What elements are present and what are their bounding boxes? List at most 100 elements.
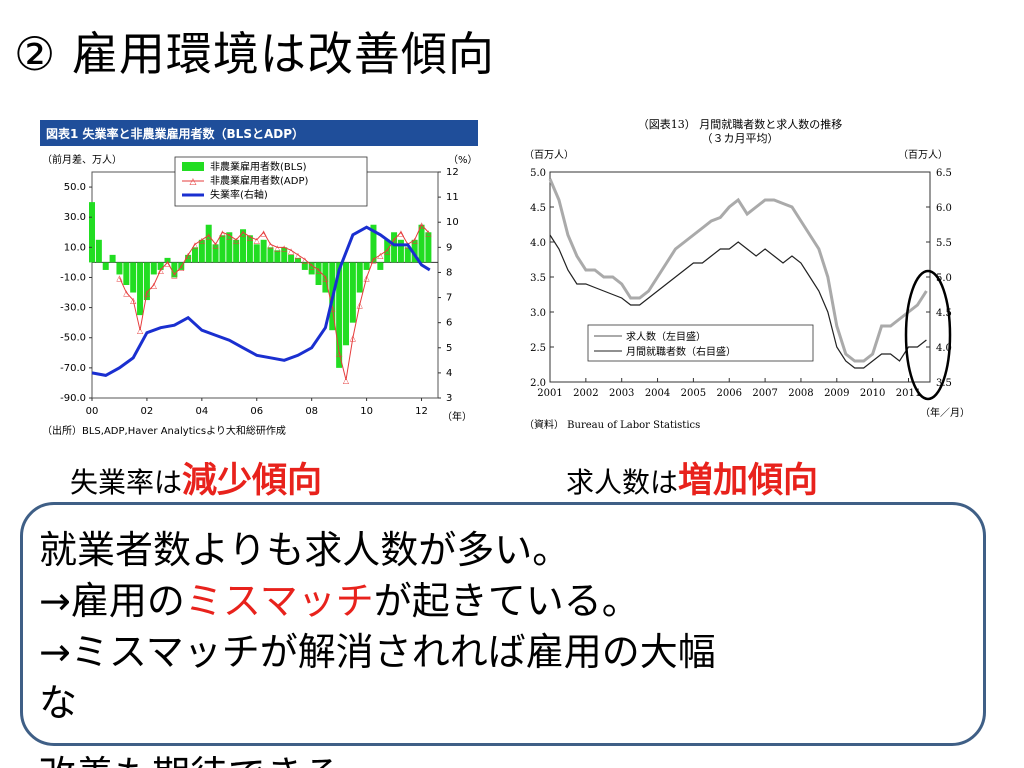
bar-bls: [219, 235, 226, 263]
x-axis-unit: （年／月）: [920, 406, 970, 419]
legend-box: [587, 324, 814, 362]
point-adp: △: [247, 233, 254, 242]
bar-bls: [308, 262, 315, 275]
bar-bls: [102, 262, 109, 270]
point-adp: △: [171, 270, 178, 279]
chart-title: 図表1 失業率と非農業雇用者数（BLSとADP）: [46, 126, 304, 141]
summary-line-text: →ミスマッチが解消されれば雇用の大幅: [39, 630, 716, 674]
point-adp: △: [206, 231, 213, 240]
series-line-adp: [119, 223, 429, 381]
x-tick-label: 2004: [645, 388, 670, 399]
x-tick-label: 2006: [717, 388, 742, 399]
bar-bls: [384, 239, 391, 263]
point-adp: △: [384, 246, 391, 255]
bar-bls: [397, 239, 404, 263]
y-tick-label-left: 3.0: [530, 308, 546, 319]
legend-label-unemployment: 失業率(右軸): [210, 188, 268, 201]
bar-bls: [205, 224, 212, 263]
summary-line-highlight: ミスマッチ: [184, 579, 374, 623]
bar-bls: [240, 229, 247, 263]
bar-bls: [349, 262, 356, 323]
point-adp: △: [309, 261, 316, 270]
y-tick-label-left: 4.0: [530, 238, 546, 249]
y-tick-label-left: 4.5: [530, 203, 546, 214]
bar-bls: [370, 224, 377, 263]
x-tick-label: 2003: [609, 388, 634, 399]
x-tick-label: 08: [305, 406, 318, 417]
x-tick-label: 06: [250, 406, 263, 417]
y-tick-label-left: 30.0: [64, 212, 86, 223]
y-tick-label-right: 5.0: [936, 273, 952, 284]
summary-line-text: が起きている。: [373, 579, 640, 623]
bar-bls: [281, 247, 288, 263]
point-adp: △: [288, 246, 295, 255]
bar-bls: [130, 262, 137, 293]
left-axis-unit: （前月差、万人）: [42, 153, 122, 166]
caption-job-openings: 求人数は増加傾向: [566, 452, 818, 503]
point-adp: △: [274, 243, 281, 252]
x-tick-label: 2008: [788, 388, 813, 399]
chart-title: （図表13） 月間就職者数と求人数の推移: [638, 117, 843, 131]
point-adp: △: [412, 236, 419, 245]
point-adp: △: [364, 273, 371, 282]
summary-line-text: →雇用の: [39, 579, 185, 623]
legend-label-adp: 非農業雇用者数(ADP): [210, 174, 308, 187]
y-tick-label-left: -90.0: [60, 393, 86, 404]
bar-bls: [123, 262, 130, 285]
bar-bls: [89, 202, 95, 263]
bar-bls: [157, 262, 164, 270]
x-tick-label: 2007: [752, 388, 777, 399]
bar-bls: [343, 262, 350, 346]
bar-bls: [377, 262, 384, 270]
point-adp: △: [130, 296, 137, 305]
plot-area: △△△△△△△△△△△△△△△△ △△△△ △△△ △ △ △△△△△△△△△△△△△△△…: [60, 167, 459, 417]
legend-swatch-bls: [182, 162, 204, 171]
slide-title: ② 雇用環境は改善傾向: [14, 27, 495, 81]
point-adp: △: [302, 255, 309, 264]
bar-bls: [109, 254, 116, 263]
y-tick-label-left: -10.0: [60, 272, 86, 283]
bar-bls: [418, 224, 425, 263]
point-adp: △: [158, 266, 165, 275]
point-adp: △: [425, 228, 432, 237]
legend-label-openings: 求人数（左目盛）: [626, 330, 706, 343]
right-axis-unit: （百万人）: [898, 149, 948, 161]
point-adp: △: [240, 228, 247, 237]
summary-box: 就業者数よりも求人数が多い。 →雇用のミスマッチが起きている。 →ミスマッチが解…: [20, 502, 986, 746]
point-adp: △: [137, 326, 144, 335]
chart-header-bar: [40, 120, 478, 146]
bar-bls: [212, 244, 219, 263]
y-tick-label-left: 2.0: [530, 378, 546, 389]
legend-marker-adp: △: [190, 177, 197, 187]
bar-bls: [336, 262, 343, 368]
job-openings-hires-chart: （図表13） 月間就職者数と求人数の推移 （３カ月平均） （百万人） （百万人）…: [524, 117, 970, 431]
point-adp: △: [151, 281, 158, 290]
legend-label-hires: 月間就職者数（右目盛）: [626, 345, 736, 358]
bar-bls: [301, 262, 308, 270]
point-adp: △: [261, 228, 268, 237]
x-tick-label: 2001: [537, 388, 562, 399]
point-adp: △: [254, 236, 261, 245]
point-adp: △: [212, 240, 219, 249]
y-tick-label-right: 3: [446, 393, 452, 404]
y-tick-label-right: 4.5: [936, 308, 952, 319]
bar-bls: [315, 262, 322, 285]
overflow-text-clip: 改善も期待できる: [38, 748, 438, 768]
point-adp: △: [185, 251, 192, 260]
bar-bls: [198, 239, 205, 263]
y-tick-label-left: -30.0: [60, 303, 86, 314]
point-adp: △: [144, 289, 151, 298]
point-adp: △: [178, 263, 185, 272]
x-tick-label: 02: [141, 406, 154, 417]
summary-line-text: な: [39, 681, 78, 725]
summary-line-text: 就業者数よりも求人数が多い。: [39, 528, 571, 572]
bar-bls: [150, 262, 157, 275]
x-tick-label: 2011: [896, 388, 921, 399]
bar-bls: [185, 254, 192, 263]
x-tick-label: 00: [86, 406, 99, 417]
y-tick-label-right: 3.5: [936, 378, 952, 389]
caption-text: 求人数は: [566, 466, 679, 499]
series-line-hires: [549, 234, 927, 369]
y-tick-label-right: 6: [446, 318, 452, 329]
y-tick-label-right: 10: [446, 217, 459, 228]
